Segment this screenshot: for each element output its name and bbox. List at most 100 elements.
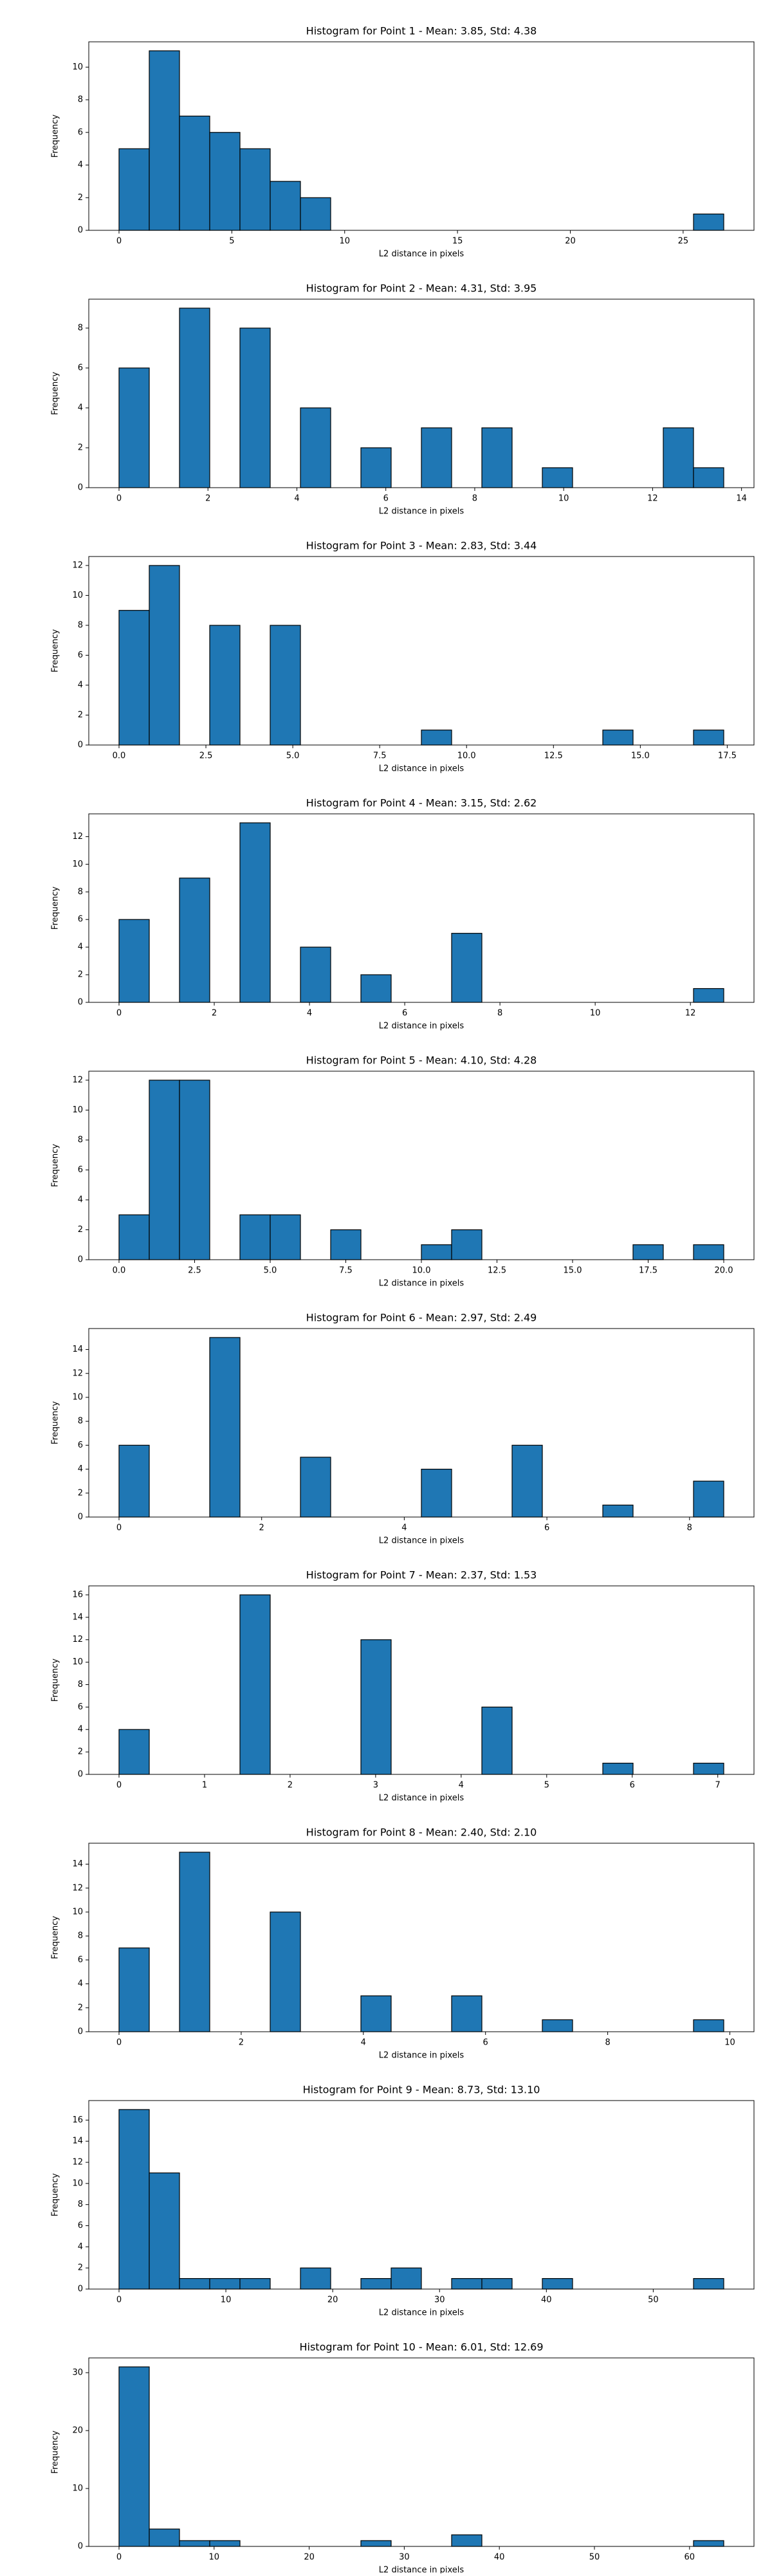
y-tick-label: 4 <box>78 943 83 952</box>
bar <box>693 1762 724 1775</box>
y-tick-label: 2 <box>78 2003 83 2012</box>
x-tick-label: 4 <box>294 494 299 504</box>
chart-title: Histogram for Point 10 - Mean: 6.01, Std… <box>299 2341 543 2353</box>
bar <box>300 407 331 488</box>
bar <box>270 181 301 231</box>
bar <box>360 1995 392 2032</box>
bar <box>149 2528 180 2547</box>
bar <box>451 1229 482 1260</box>
bar <box>209 132 241 231</box>
x-tick-label: 0 <box>116 1523 122 1533</box>
bar <box>693 2277 724 2290</box>
y-tick-label: 0 <box>78 483 83 493</box>
x-tick-label: 12 <box>647 494 658 504</box>
chart-title: Histogram for Point 9 - Mean: 8.73, Std:… <box>303 2084 540 2096</box>
x-tick-label: 5.0 <box>264 1266 277 1276</box>
bar <box>239 327 271 488</box>
x-tick-label: 6 <box>630 1781 635 1790</box>
y-tick-label: 6 <box>78 363 83 373</box>
y-axis-label: Frequency <box>51 629 60 672</box>
x-tick-label: 15.0 <box>631 751 650 761</box>
y-tick-label: 0 <box>78 998 83 1007</box>
bar <box>421 730 452 746</box>
y-tick-label: 6 <box>78 1702 83 1712</box>
y-tick-label: 2 <box>78 1225 83 1235</box>
x-tick-label: 0 <box>116 1009 122 1018</box>
x-tick-label: 5 <box>229 237 234 246</box>
y-tick-label: 6 <box>78 1440 83 1450</box>
bar <box>360 447 392 488</box>
bar <box>118 148 150 231</box>
x-tick-label: 10.0 <box>412 1266 431 1276</box>
y-tick-label: 10 <box>72 1105 83 1115</box>
bar <box>149 1080 180 1260</box>
y-tick-label: 0 <box>78 2285 83 2294</box>
y-tick-label: 0 <box>78 1255 83 1265</box>
x-tick-label: 0 <box>116 1781 122 1790</box>
y-axis-label: Frequency <box>51 372 60 415</box>
bar <box>239 822 271 1003</box>
y-axis-label: Frequency <box>51 1659 60 1702</box>
y-tick-label: 0 <box>78 2542 83 2552</box>
subplot: Histogram for Point 3 - Mean: 2.83, Std:… <box>51 540 755 774</box>
y-tick-label: 2 <box>78 710 83 720</box>
chart-title: Histogram for Point 4 - Mean: 3.15, Std:… <box>306 797 537 809</box>
x-tick-label: 2 <box>288 1781 293 1790</box>
x-tick-label: 10 <box>339 237 350 246</box>
y-tick-label: 0 <box>78 1770 83 1780</box>
x-tick-label: 10.0 <box>457 751 476 761</box>
y-tick-label: 2 <box>78 443 83 452</box>
bar <box>118 919 150 1003</box>
bar <box>451 933 482 1003</box>
x-tick-label: 17.5 <box>718 751 737 761</box>
bar <box>118 1444 150 1518</box>
x-tick-label: 40 <box>541 2295 552 2305</box>
y-tick-label: 4 <box>78 160 83 170</box>
y-tick-label: 2 <box>78 970 83 980</box>
bar <box>602 1504 634 1518</box>
x-tick-label: 12.5 <box>544 751 563 761</box>
chart-title: Histogram for Point 6 - Mean: 2.97, Std:… <box>306 1312 537 1324</box>
chart-title: Histogram for Point 1 - Mean: 3.85, Std:… <box>306 25 537 37</box>
chart-title: Histogram for Point 2 - Mean: 4.31, Std:… <box>306 282 537 295</box>
bar <box>179 308 210 488</box>
bar <box>118 1947 150 2032</box>
chart-title: Histogram for Point 5 - Mean: 4.10, Std:… <box>306 1054 537 1067</box>
y-tick-label: 10 <box>72 62 83 72</box>
x-tick-label: 60 <box>685 2553 695 2562</box>
x-tick-label: 2.5 <box>188 1266 201 1276</box>
x-tick-label: 0 <box>116 2038 122 2048</box>
bar <box>360 974 392 1003</box>
y-tick-label: 14 <box>72 1859 83 1869</box>
subplot: Histogram for Point 1 - Mean: 3.85, Std:… <box>51 25 755 259</box>
y-tick-label: 8 <box>78 887 83 897</box>
subplot: Histogram for Point 4 - Mean: 3.15, Std:… <box>51 797 755 1031</box>
bar <box>360 1639 392 1775</box>
bar <box>270 625 301 746</box>
x-tick-label: 2 <box>259 1523 264 1533</box>
bar <box>118 367 150 488</box>
y-tick-label: 4 <box>78 1725 83 1734</box>
y-tick-label: 6 <box>78 1165 83 1175</box>
x-axis-label: L2 distance in pixels <box>379 507 464 517</box>
x-tick-label: 2 <box>212 1009 217 1018</box>
bar <box>481 1706 513 1775</box>
y-tick-label: 6 <box>78 127 83 137</box>
bar <box>118 610 150 746</box>
y-tick-label: 4 <box>78 680 83 690</box>
x-tick-label: 5 <box>544 1781 549 1790</box>
x-tick-label: 15 <box>452 237 463 246</box>
bar <box>451 2277 482 2290</box>
x-axis-label: L2 distance in pixels <box>379 2051 464 2061</box>
bar <box>693 1244 724 1260</box>
y-tick-label: 10 <box>72 591 83 600</box>
bar <box>300 2267 331 2290</box>
y-tick-label: 0 <box>78 741 83 750</box>
x-tick-label: 4 <box>459 1781 464 1790</box>
x-tick-label: 10 <box>590 1009 601 1018</box>
bar <box>421 1244 452 1260</box>
x-tick-label: 4 <box>307 1009 312 1018</box>
y-tick-label: 14 <box>72 1612 83 1622</box>
y-tick-label: 20 <box>72 2425 83 2435</box>
bar <box>179 878 210 1003</box>
